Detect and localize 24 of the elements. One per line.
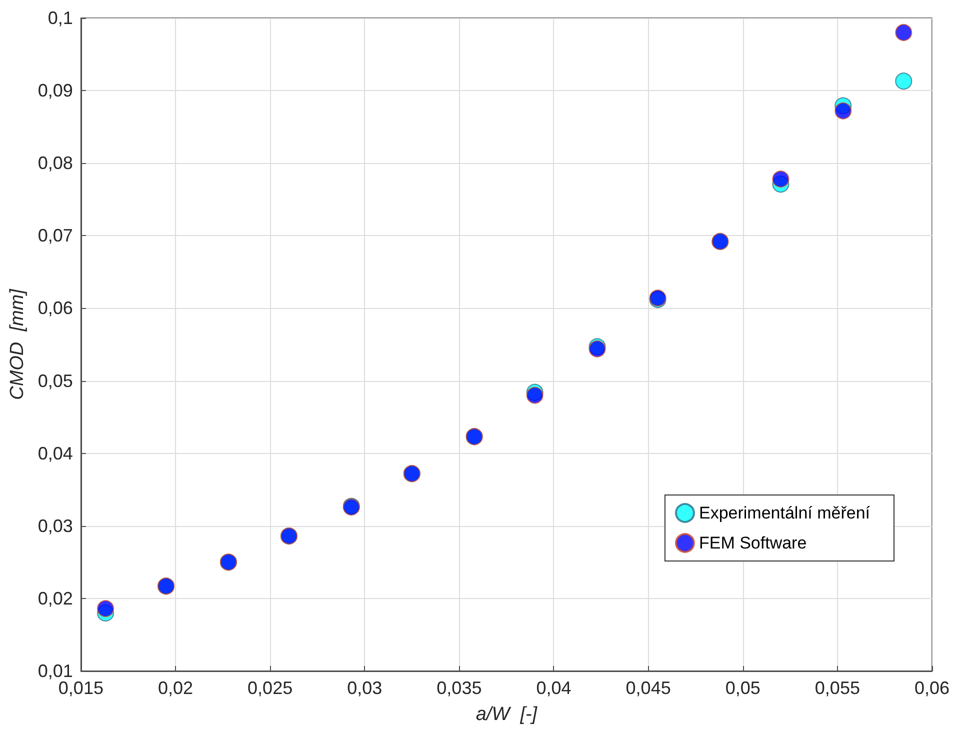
x-tick-label: 0,05 bbox=[725, 678, 760, 698]
x-tick-label: 0,06 bbox=[914, 678, 950, 698]
y-tick-label: 0,03 bbox=[38, 516, 73, 536]
y-tick-label: 0,02 bbox=[38, 588, 73, 608]
x-tick-label: 0,045 bbox=[626, 678, 671, 698]
x-tick-label: 0,02 bbox=[158, 678, 194, 698]
y-tick-label: 0,01 bbox=[38, 661, 73, 681]
x-axis-title: a/W [-] bbox=[476, 704, 538, 725]
y-tick-label: 0,06 bbox=[38, 298, 73, 318]
x-tick-label: 0,055 bbox=[814, 678, 860, 698]
x-tick-label: 0,04 bbox=[536, 678, 572, 698]
y-tick-label: 0,1 bbox=[48, 8, 73, 28]
y-tick-label: 0,07 bbox=[38, 226, 73, 246]
y-tick-label: 0,04 bbox=[38, 443, 73, 464]
y-axis-title: CMOD [mm] bbox=[7, 288, 28, 400]
x-tick-label: 0,035 bbox=[436, 678, 482, 698]
x-tick-label: 0,025 bbox=[248, 678, 293, 698]
y-tick-label: 0,05 bbox=[38, 370, 73, 391]
x-tick-label: 0,03 bbox=[347, 678, 382, 698]
legend-label: FEM Software bbox=[698, 534, 807, 552]
y-tick-label: 0,08 bbox=[38, 153, 73, 174]
y-tick-label: 0,09 bbox=[38, 80, 73, 101]
x-tick-label: 0,015 bbox=[58, 678, 104, 698]
legend-label: Experimentální měření bbox=[698, 504, 870, 522]
